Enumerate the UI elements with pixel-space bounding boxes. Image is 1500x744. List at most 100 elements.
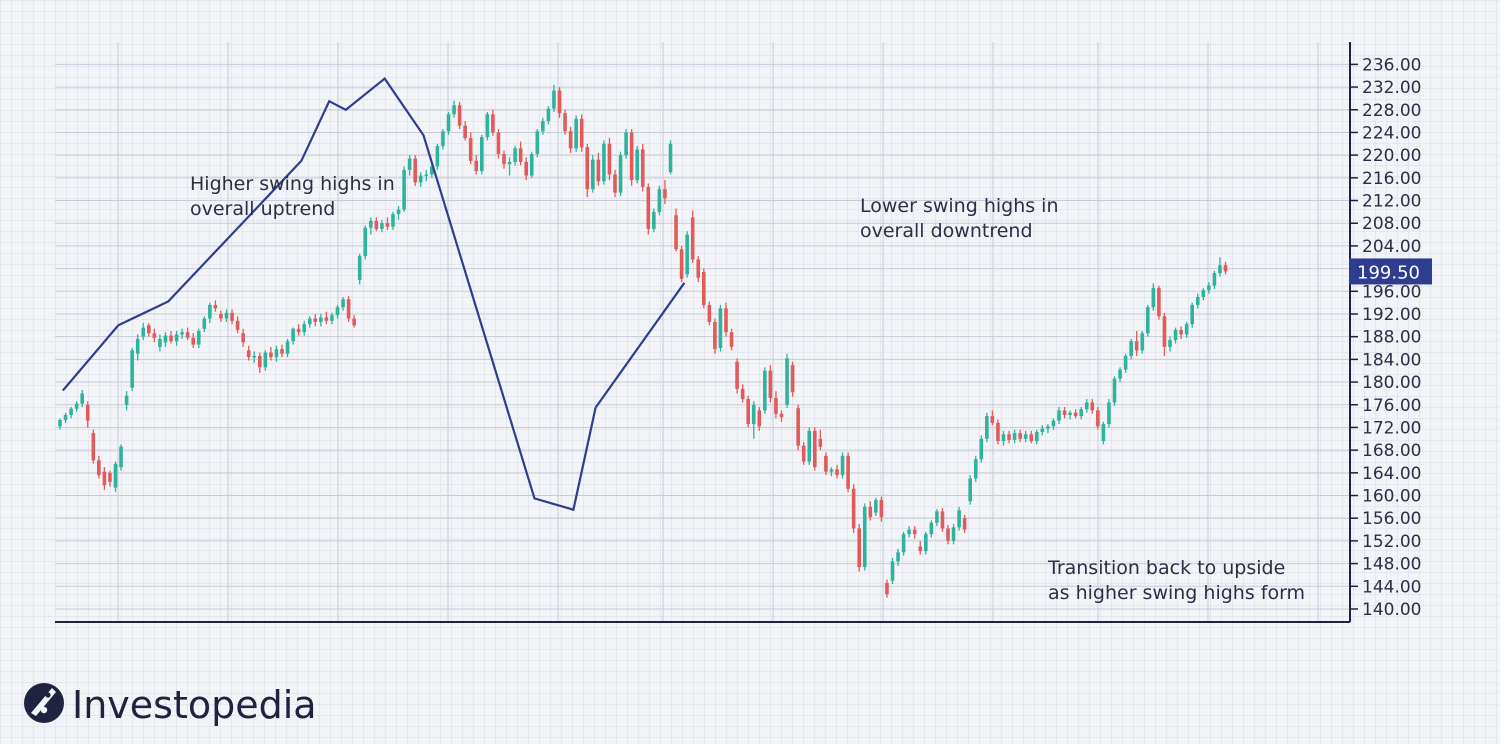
candle	[124, 391, 129, 411]
candle-body	[1140, 333, 1145, 351]
candle-body	[1040, 428, 1045, 432]
candle-body	[191, 337, 195, 345]
candle	[496, 129, 501, 159]
candle	[1073, 409, 1078, 419]
candle-body	[973, 459, 978, 479]
last-price-tag: 199.50	[1349, 258, 1432, 285]
candle-body	[513, 148, 517, 162]
candle	[313, 313, 318, 327]
annotation-line: Lower swing highs in	[860, 195, 1059, 217]
candle	[119, 444, 123, 471]
candle-body	[862, 506, 867, 568]
candle-body	[940, 511, 945, 529]
candle-body	[452, 105, 456, 115]
candle-body	[674, 215, 678, 250]
candle	[135, 334, 140, 361]
candle-body	[1207, 285, 1211, 291]
candle-body	[1018, 433, 1022, 439]
candle	[380, 219, 384, 233]
candle-body	[235, 320, 240, 330]
candle-body	[135, 338, 140, 354]
candle-body	[1079, 409, 1083, 417]
candle	[946, 525, 950, 545]
candle-body	[768, 370, 773, 398]
candle	[879, 496, 884, 522]
candle-body	[1212, 273, 1217, 286]
candle	[285, 338, 290, 358]
candle-body	[751, 404, 756, 425]
candle-body	[985, 416, 989, 439]
candle	[1068, 410, 1072, 420]
candle	[1096, 407, 1100, 430]
candle	[63, 412, 68, 423]
candle-body	[391, 214, 395, 227]
candle-body	[807, 430, 812, 462]
candle	[291, 327, 295, 345]
candle	[1051, 418, 1056, 430]
candle	[357, 253, 362, 285]
candle-body	[951, 527, 956, 541]
y-tick-label: 180.00	[1362, 373, 1421, 393]
candle-body	[385, 223, 390, 227]
price-tag-value: 199.50	[1357, 262, 1420, 283]
candle-body	[624, 132, 628, 156]
candle	[574, 115, 578, 152]
candle	[951, 523, 956, 545]
candle-body	[335, 307, 340, 316]
candle	[868, 501, 873, 521]
candle-body	[968, 478, 972, 502]
candle-body	[424, 174, 429, 176]
candle-body	[396, 209, 401, 215]
candle	[840, 452, 845, 479]
candle	[435, 143, 440, 170]
candle-body	[346, 299, 351, 319]
candle	[91, 429, 96, 464]
candle	[296, 324, 301, 336]
candle-body	[535, 131, 540, 155]
candle-body	[946, 528, 950, 541]
candle-body	[851, 488, 856, 529]
candle-body	[213, 304, 218, 309]
candle-body	[924, 534, 928, 552]
candle	[735, 358, 739, 394]
candle-body	[1023, 434, 1028, 439]
annotation-uptrend: Higher swing highs in overall uptrend	[190, 173, 395, 220]
candle-body	[285, 341, 290, 354]
candle-body	[735, 361, 739, 389]
candle-body	[824, 455, 828, 472]
candle	[552, 84, 556, 113]
candle	[246, 345, 251, 361]
candle	[446, 112, 451, 135]
candle	[402, 166, 406, 212]
candle-body	[1107, 402, 1111, 425]
candle	[646, 183, 651, 235]
candle	[202, 316, 207, 333]
candle-body	[996, 422, 1000, 442]
candle-body	[829, 469, 834, 472]
candle	[169, 331, 173, 344]
candle-body	[435, 146, 440, 167]
candles	[58, 84, 1228, 598]
candle	[1168, 336, 1172, 352]
candle	[602, 140, 606, 185]
candle	[901, 531, 906, 556]
candle	[751, 401, 756, 439]
candle	[1057, 407, 1061, 425]
candle	[990, 410, 995, 426]
candle-body	[185, 332, 190, 338]
candle	[1146, 304, 1150, 337]
candle	[596, 152, 601, 186]
candle-body	[1057, 410, 1061, 421]
candle-body	[602, 143, 606, 182]
candle-body	[763, 370, 767, 411]
candle-body	[613, 174, 617, 193]
candle	[302, 320, 306, 336]
candle-body	[357, 256, 362, 280]
candle-body	[1157, 287, 1161, 317]
candle	[69, 407, 73, 419]
candle-body	[912, 529, 917, 535]
candle	[491, 109, 495, 136]
candle-body	[1101, 424, 1106, 442]
candle-body	[485, 114, 490, 137]
